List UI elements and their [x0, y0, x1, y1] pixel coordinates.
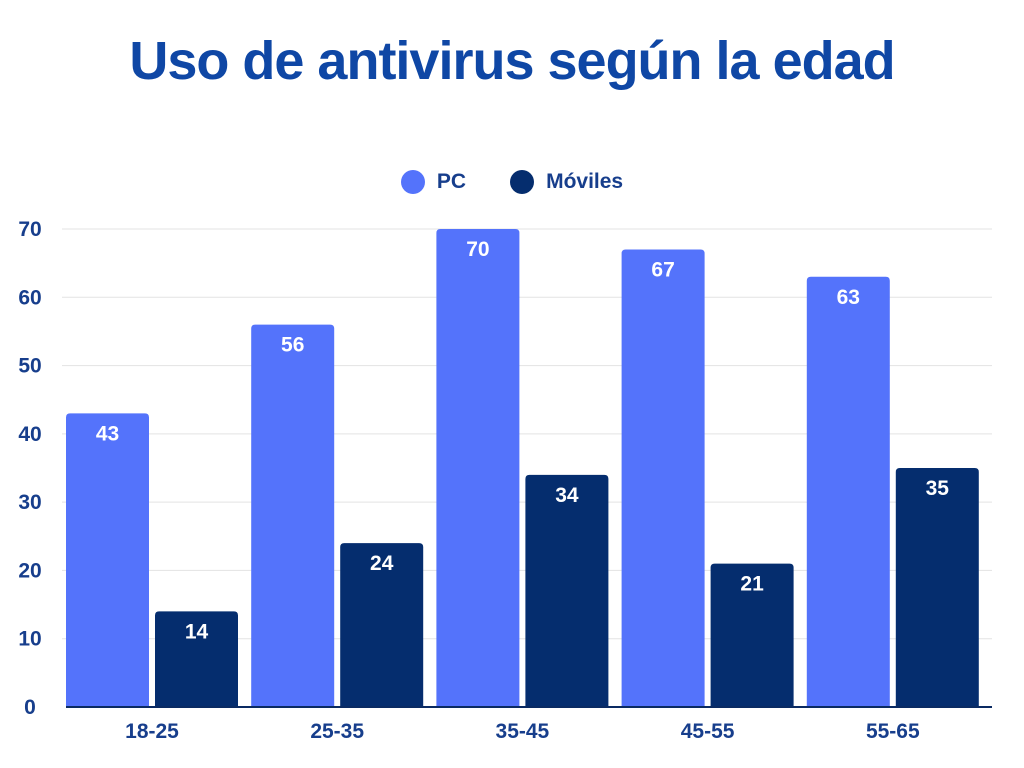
value-label-moviles: 34: [555, 484, 579, 507]
x-tick-label: 55-65: [866, 720, 920, 743]
value-label-moviles: 24: [370, 552, 394, 575]
bar-pc: [436, 229, 520, 707]
value-label-pc: 43: [96, 422, 119, 445]
bar-pc: [806, 276, 890, 707]
x-tick-label: 25-35: [310, 720, 364, 743]
y-tick-label: 20: [18, 559, 41, 582]
x-tick-label: 35-45: [496, 720, 550, 743]
bar-moviles: [155, 611, 238, 707]
chart-title: Uso de antivirus según la edad: [129, 31, 895, 91]
value-label-moviles: 14: [185, 620, 209, 643]
value-label-pc: 63: [837, 286, 860, 309]
bar-pc: [621, 249, 705, 707]
y-tick-label: 0: [24, 696, 36, 719]
legend-item-pc: PC: [400, 170, 467, 194]
value-label-pc: 67: [651, 258, 674, 281]
value-label-pc: 70: [466, 238, 489, 261]
value-label-pc: 56: [281, 334, 304, 357]
bar-moviles: [525, 474, 609, 707]
bar-moviles: [340, 543, 424, 707]
legend-label-moviles: Móviles: [546, 170, 624, 193]
y-tick-label: 60: [18, 286, 41, 309]
bar-moviles: [895, 468, 979, 707]
legend-item-moviles: Móviles: [510, 170, 623, 194]
legend-label-pc: PC: [436, 170, 467, 193]
bar-moviles: [710, 563, 794, 707]
y-tick-label: 30: [18, 491, 41, 514]
x-tick-label: 45-55: [681, 720, 735, 743]
value-label-moviles: 21: [740, 573, 764, 596]
value-label-moviles: 35: [926, 477, 950, 500]
bar-pc: [66, 413, 149, 707]
legend: PC Móviles: [0, 170, 1024, 194]
y-tick-label: 50: [18, 355, 41, 378]
y-tick-label: 70: [18, 218, 41, 241]
legend-swatch-pc: [400, 170, 425, 194]
y-tick-label: 40: [18, 423, 41, 446]
y-tick-label: 10: [18, 628, 41, 651]
bar-pc: [251, 324, 335, 707]
x-tick-label: 18-25: [125, 720, 179, 743]
legend-swatch-moviles: [510, 170, 535, 194]
